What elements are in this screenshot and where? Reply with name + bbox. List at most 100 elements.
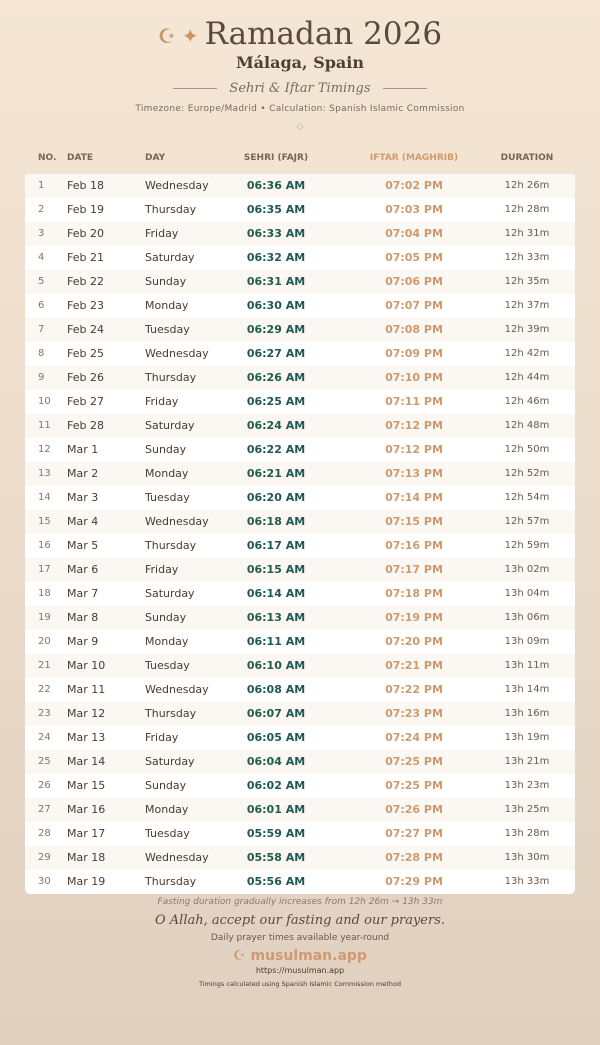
duration-note: Fasting duration gradually increases fro… (157, 897, 443, 907)
sehri-time: 06:15 AM (246, 563, 306, 576)
weekday: Sunday (145, 611, 187, 624)
website-link[interactable]: https://musulman.app (255, 966, 345, 975)
day-number: 2 (38, 204, 45, 215)
duration: 12h 44m (504, 372, 550, 383)
weekday: Monday (145, 635, 189, 648)
iftar-time: 07:09 PM (385, 347, 443, 360)
duration: 12h 48m (504, 420, 550, 431)
weekday: Wednesday (145, 683, 209, 696)
date: Feb 24 (67, 323, 104, 336)
sehri-time: 06:11 AM (246, 635, 306, 648)
weekday: Friday (145, 227, 179, 240)
sehri-time: 06:07 AM (246, 707, 306, 720)
sehri-time: 06:18 AM (246, 515, 306, 528)
sehri-time: 06:26 AM (246, 371, 306, 384)
day-number: 20 (38, 636, 51, 647)
sehri-time: 06:13 AM (246, 611, 306, 624)
iftar-time: 07:11 PM (385, 395, 443, 408)
date: Mar 1 (67, 443, 99, 456)
sehri-time: 06:05 AM (246, 731, 306, 744)
iftar-time: 07:22 PM (385, 683, 443, 696)
weekday: Wednesday (145, 851, 209, 864)
weekday: Sunday (145, 275, 187, 288)
duration: 13h 09m (504, 636, 550, 647)
method-note: Timings calculated using Spanish Islamic… (198, 980, 402, 988)
sehri-time: 06:30 AM (246, 299, 306, 312)
weekday: Tuesday (145, 659, 190, 672)
weekday: Saturday (145, 587, 195, 600)
day-number: 4 (38, 252, 45, 263)
table-header: NO. DATE DAY SEHRI (FAJR) IFTAR (MAGHRIB… (25, 143, 575, 174)
sehri-time: 06:14 AM (246, 587, 306, 600)
date: Feb 19 (67, 203, 104, 216)
day-number: 15 (38, 516, 51, 527)
iftar-time: 07:28 PM (385, 851, 443, 864)
duration: 13h 21m (504, 756, 550, 767)
sehri-time: 06:01 AM (246, 803, 306, 816)
iftar-time: 07:12 PM (385, 419, 443, 432)
date: Feb 26 (67, 371, 104, 384)
iftar-time: 07:12 PM (385, 443, 443, 456)
date: Mar 11 (67, 683, 106, 696)
day-number: 23 (38, 708, 51, 719)
duration: 13h 30m (504, 852, 550, 863)
duration: 13h 23m (504, 780, 550, 791)
weekday: Wednesday (145, 515, 209, 528)
sehri-time: 06:10 AM (246, 659, 306, 672)
divider-line (173, 88, 218, 89)
day-number: 7 (38, 324, 45, 335)
table-row: 2 Feb 19 Thursday 06:35 AM 07:03 PM 12h 28m (25, 198, 575, 222)
date: Feb 23 (67, 299, 104, 312)
iftar-time: 07:05 PM (385, 251, 443, 264)
weekday: Sunday (145, 443, 187, 456)
duration: 13h 02m (504, 564, 550, 575)
iftar-time: 07:29 PM (385, 875, 443, 888)
day-number: 3 (38, 228, 45, 239)
weekday: Thursday (145, 875, 197, 888)
iftar-time: 07:14 PM (385, 491, 443, 504)
day-number: 19 (38, 612, 51, 623)
duration: 12h 35m (504, 276, 550, 287)
table-row: 27 Mar 16 Monday 06:01 AM 07:26 PM 13h 25m (25, 798, 575, 822)
weekday: Saturday (145, 251, 195, 264)
sehri-time: 06:36 AM (246, 179, 306, 192)
header-no: NO. (38, 153, 57, 163)
day-number: 17 (38, 564, 51, 575)
date: Feb 25 (67, 347, 104, 360)
brand-logo: ☪ musulman.app (233, 948, 367, 964)
table-row: 3 Feb 20 Friday 06:33 AM 07:04 PM 12h 31m (25, 222, 575, 246)
sehri-time: 05:59 AM (246, 827, 306, 840)
sehri-time: 06:24 AM (246, 419, 306, 432)
sehri-time: 06:21 AM (246, 467, 306, 480)
iftar-time: 07:25 PM (385, 755, 443, 768)
day-number: 12 (38, 444, 51, 455)
table-row: 14 Mar 3 Tuesday 06:20 AM 07:14 PM 12h 54m (25, 486, 575, 510)
table-row: 23 Mar 12 Thursday 06:07 AM 07:23 PM 13h 16m (25, 702, 575, 726)
iftar-time: 07:24 PM (385, 731, 443, 744)
sehri-time: 06:04 AM (246, 755, 306, 768)
weekday: Friday (145, 563, 179, 576)
duration: 13h 14m (504, 684, 550, 695)
header-day: DAY (145, 153, 166, 163)
sehri-time: 06:33 AM (246, 227, 306, 240)
iftar-time: 07:08 PM (385, 323, 443, 336)
duration: 12h 28m (504, 204, 550, 215)
weekday: Wednesday (145, 179, 209, 192)
iftar-time: 07:17 PM (385, 563, 443, 576)
table-row: 12 Mar 1 Sunday 06:22 AM 07:12 PM 12h 50m (25, 438, 575, 462)
day-number: 16 (38, 540, 51, 551)
date: Mar 6 (67, 563, 99, 576)
day-number: 21 (38, 660, 51, 671)
weekday: Thursday (145, 539, 197, 552)
table-row: 15 Mar 4 Wednesday 06:18 AM 07:15 PM 12h 57m (25, 510, 575, 534)
sehri-time: 06:17 AM (246, 539, 306, 552)
day-number: 28 (38, 828, 51, 839)
sehri-time: 06:31 AM (246, 275, 306, 288)
header-iftar: IFTAR (MAGHRIB) (369, 153, 459, 163)
table-row: 20 Mar 9 Monday 06:11 AM 07:20 PM 13h 09m (25, 630, 575, 654)
duration: 12h 46m (504, 396, 550, 407)
weekday: Friday (145, 731, 179, 744)
date: Feb 22 (67, 275, 104, 288)
iftar-time: 07:06 PM (385, 275, 443, 288)
table-row: 28 Mar 17 Tuesday 05:59 AM 07:27 PM 13h 28m (25, 822, 575, 846)
